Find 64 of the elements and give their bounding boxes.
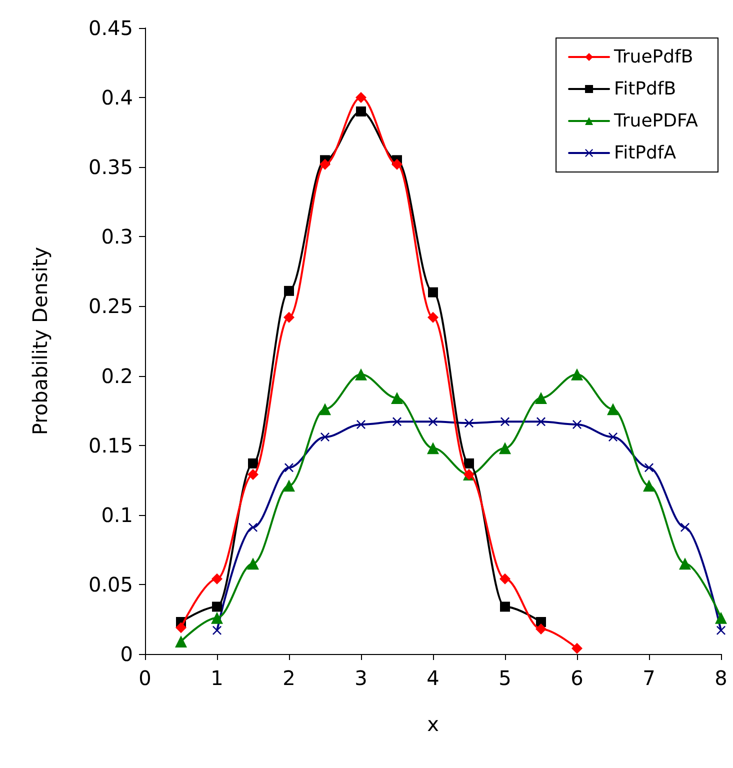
y-tick-label: 0.4 [101,86,133,110]
point [535,392,547,404]
x-tick-label: 5 [498,666,512,690]
point [319,403,331,416]
point [572,642,582,654]
point [283,480,295,492]
point [716,626,726,635]
point [212,602,222,612]
point [212,626,222,635]
point [607,403,619,416]
point [428,312,438,323]
y-tick-label: 0.2 [101,364,133,388]
point [248,469,258,480]
point [500,602,510,612]
legend-label: FitPdfA [614,142,677,164]
point [499,442,511,454]
x-axis-title: x [427,712,440,736]
point [392,158,402,170]
point [643,480,655,492]
legend-label: TruePdfB [613,46,694,68]
point [211,612,223,624]
point [320,158,330,170]
point [500,417,510,426]
y-axis-title: Probability Density [28,246,52,436]
point [427,442,439,454]
y-tick-label: 0.25 [88,294,133,318]
y-tick-label: 0.05 [88,572,133,596]
x-tick-label: 2 [282,666,296,690]
x-tick-label: 7 [642,666,656,690]
point [391,392,403,404]
point [715,612,727,624]
point [392,417,402,426]
point [536,623,546,634]
x-tick-label: 4 [426,666,440,690]
point [175,635,187,648]
x-tick-label: 8 [714,666,728,690]
y-tick-label: 0.3 [101,224,133,249]
x-tick-label: 0 [138,666,152,690]
legend-label: TruePDFA [613,110,699,132]
point [248,458,258,468]
y-tick-label: 0.15 [88,433,133,458]
point [284,312,294,323]
y-tick-label: 0.45 [88,16,133,40]
point [176,622,186,634]
point [500,573,510,584]
y-tick-label: 0.1 [101,502,133,527]
point [571,368,583,380]
point [212,573,222,584]
x-tick-label: 3 [354,666,368,690]
point [356,92,366,104]
x-tick-label: 1 [210,666,224,690]
point [428,417,438,426]
point [355,368,367,380]
point [464,458,474,468]
legend-label: FitPdfB [614,78,676,100]
point [356,106,366,116]
point [247,558,259,570]
y-tick-label: 0 [120,642,133,666]
x-tick-label: 6 [570,666,584,690]
point [284,286,294,296]
point [536,417,546,426]
y-tick-label: 0.35 [88,155,133,180]
point [428,287,438,298]
point [679,558,691,570]
